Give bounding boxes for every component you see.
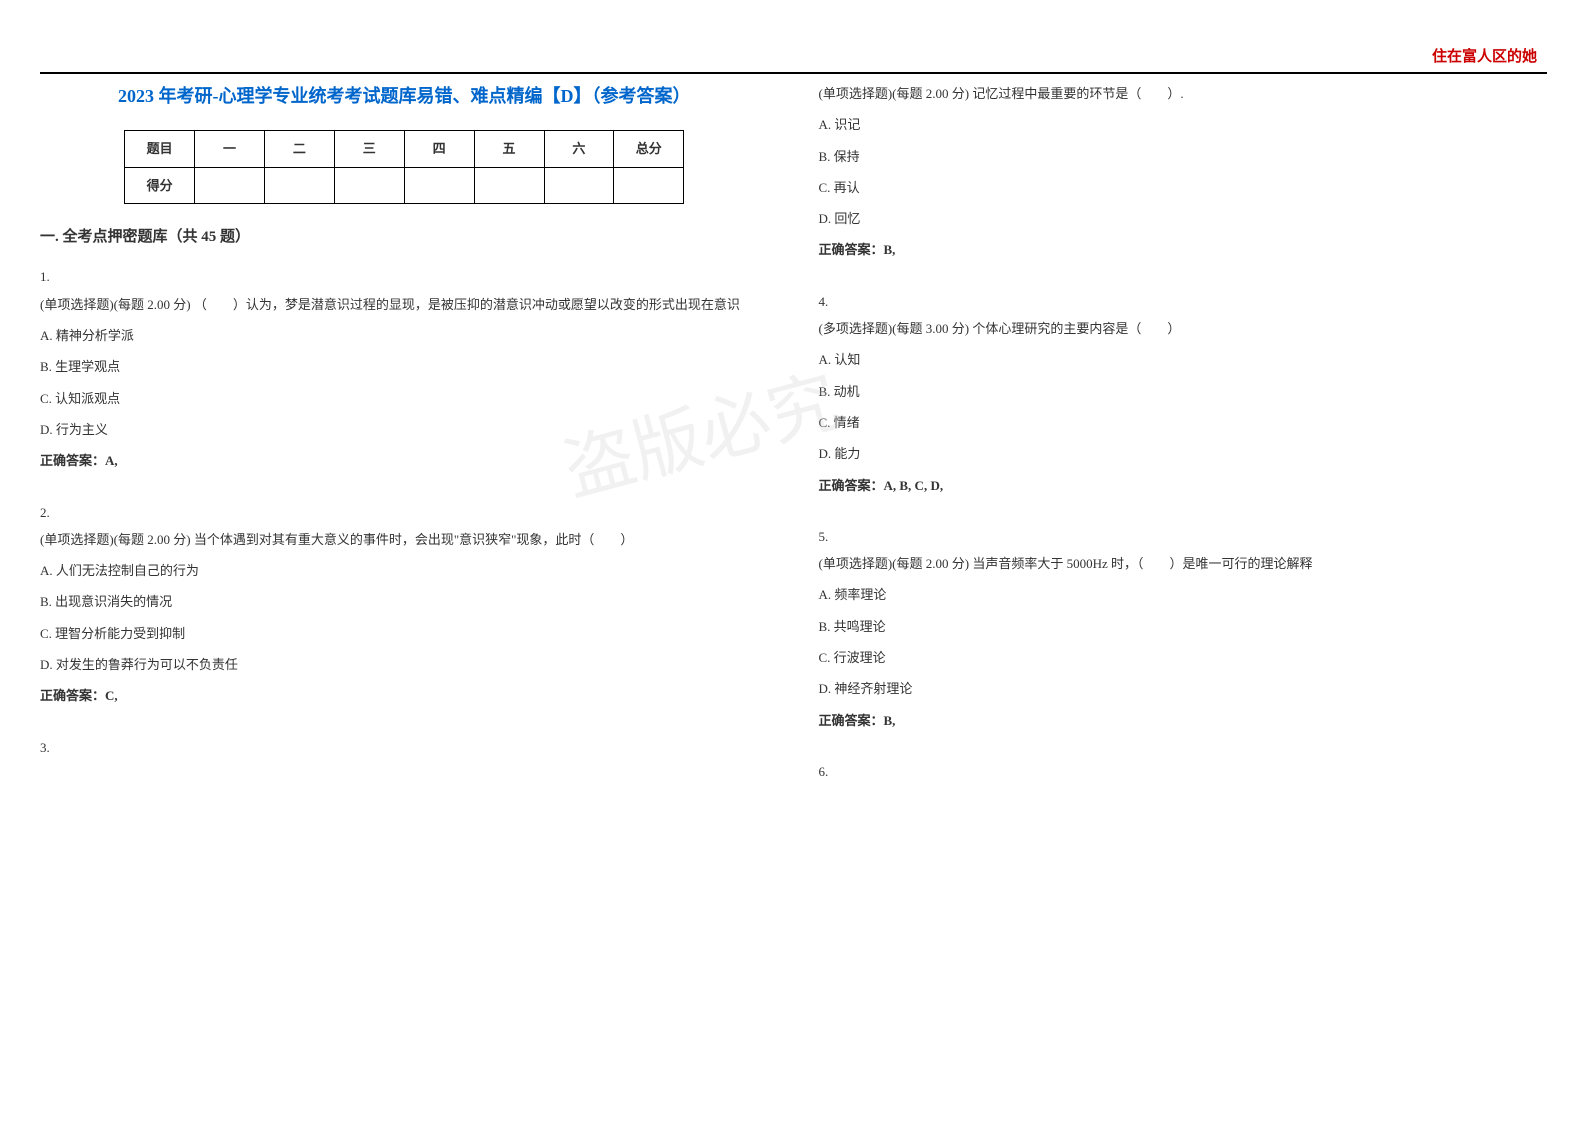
option: B. 共鸣理论 [819, 613, 1548, 640]
option: D. 行为主义 [40, 416, 769, 443]
option: C. 理智分析能力受到抑制 [40, 620, 769, 647]
question-block: (单项选择题)(每题 2.00 分) 记忆过程中最重要的环节是（ ）. A. 识… [819, 80, 1548, 264]
score-header-cell: 题目 [125, 131, 195, 167]
question-number: 3. [40, 734, 769, 761]
option: C. 再认 [819, 174, 1548, 201]
question-block: 4. (多项选择题)(每题 3.00 分) 个体心理研究的主要内容是（ ） A.… [819, 288, 1548, 499]
score-cell [544, 167, 614, 203]
option: B. 动机 [819, 378, 1548, 405]
question-number: 2. [40, 499, 769, 526]
option: D. 神经齐射理论 [819, 675, 1548, 702]
score-header-cell: 总分 [614, 131, 684, 167]
option: D. 回忆 [819, 205, 1548, 232]
question-block: 1. (单项选择题)(每题 2.00 分) （ ）认为，梦是潜意识过程的显现，是… [40, 263, 769, 474]
score-cell [404, 167, 474, 203]
answer-text: 正确答案：B, [819, 707, 1548, 734]
score-header-cell: 五 [474, 131, 544, 167]
question-text: (单项选择题)(每题 2.00 分) 当声音频率大于 5000Hz 时，（ ）是… [819, 550, 1548, 577]
option: D. 能力 [819, 440, 1548, 467]
score-header-cell: 四 [404, 131, 474, 167]
option: B. 保持 [819, 143, 1548, 170]
question-text: (单项选择题)(每题 2.00 分) （ ）认为，梦是潜意识过程的显现，是被压抑… [40, 291, 769, 318]
option: B. 生理学观点 [40, 353, 769, 380]
question-block: 3. [40, 734, 769, 761]
answer-text: 正确答案：B, [819, 236, 1548, 263]
option: A. 频率理论 [819, 581, 1548, 608]
question-block: 2. (单项选择题)(每题 2.00 分) 当个体遇到对其有重大意义的事件时，会… [40, 499, 769, 710]
score-cell [474, 167, 544, 203]
option: C. 情绪 [819, 409, 1548, 436]
score-cell [195, 167, 265, 203]
answer-text: 正确答案：C, [40, 682, 769, 709]
question-number: 5. [819, 523, 1548, 550]
score-header-cell: 三 [334, 131, 404, 167]
answer-text: 正确答案：A, [40, 447, 769, 474]
score-table: 题目 一 二 三 四 五 六 总分 得分 [124, 130, 684, 204]
score-row-label: 得分 [125, 167, 195, 203]
option: A. 认知 [819, 346, 1548, 373]
score-header-row: 题目 一 二 三 四 五 六 总分 [125, 131, 684, 167]
option: D. 对发生的鲁莽行为可以不负责任 [40, 651, 769, 678]
option: B. 出现意识消失的情况 [40, 588, 769, 615]
section-heading: 一. 全考点押密题库（共 45 题） [40, 222, 769, 254]
content-area: 2023 年考研-心理学专业统考考试题库易错、难点精编【D】（参考答案） 题目 … [40, 80, 1547, 785]
score-cell [334, 167, 404, 203]
left-column: 2023 年考研-心理学专业统考考试题库易错、难点精编【D】（参考答案） 题目 … [40, 80, 779, 785]
answer-text: 正确答案：A, B, C, D, [819, 472, 1548, 499]
question-block: 6. [819, 758, 1548, 785]
question-text: (单项选择题)(每题 2.00 分) 记忆过程中最重要的环节是（ ）. [819, 80, 1548, 107]
option: A. 人们无法控制自己的行为 [40, 557, 769, 584]
score-header-cell: 一 [195, 131, 265, 167]
question-text: (多项选择题)(每题 3.00 分) 个体心理研究的主要内容是（ ） [819, 315, 1548, 342]
question-text: (单项选择题)(每题 2.00 分) 当个体遇到对其有重大意义的事件时，会出现"… [40, 526, 769, 553]
option: C. 行波理论 [819, 644, 1548, 671]
score-cell [614, 167, 684, 203]
option: A. 识记 [819, 111, 1548, 138]
document-title: 2023 年考研-心理学专业统考考试题库易错、难点精编【D】（参考答案） [40, 80, 769, 112]
score-header-cell: 二 [265, 131, 335, 167]
question-number: 4. [819, 288, 1548, 315]
question-number: 1. [40, 263, 769, 290]
score-header-cell: 六 [544, 131, 614, 167]
header-label: 住在富人区的她 [1432, 45, 1537, 66]
header-divider [40, 72, 1547, 74]
question-number: 6. [819, 758, 1548, 785]
question-block: 5. (单项选择题)(每题 2.00 分) 当声音频率大于 5000Hz 时，（… [819, 523, 1548, 734]
right-column: (单项选择题)(每题 2.00 分) 记忆过程中最重要的环节是（ ）. A. 识… [809, 80, 1548, 785]
option: A. 精神分析学派 [40, 322, 769, 349]
score-cell [265, 167, 335, 203]
score-value-row: 得分 [125, 167, 684, 203]
option: C. 认知派观点 [40, 385, 769, 412]
